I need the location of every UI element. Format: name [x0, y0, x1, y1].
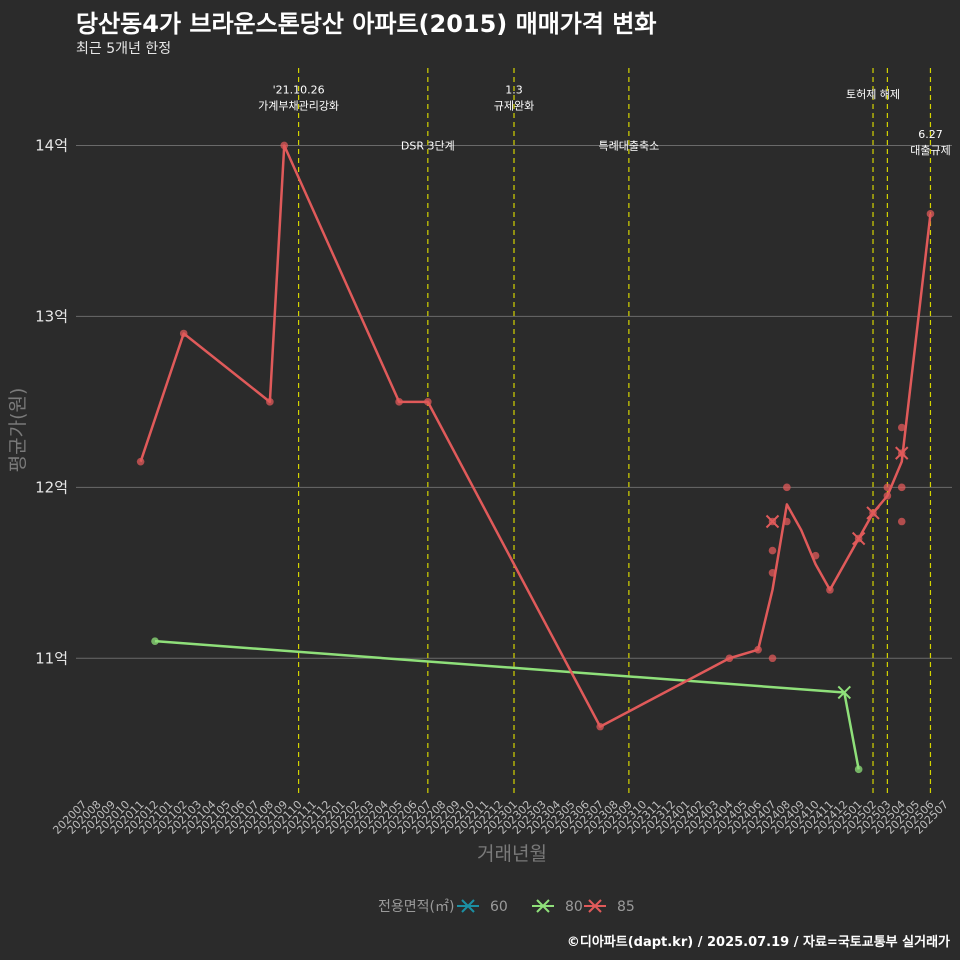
cross-marker-85-1: [851, 531, 866, 546]
x-axis-title: 거래년월: [477, 843, 547, 865]
data-point-85-5: [424, 398, 432, 406]
data-point-85-2: [266, 398, 274, 406]
data-point-85-14: [783, 517, 791, 526]
event-label-202110-0: '21.10.26: [273, 84, 325, 97]
data-point-85-19: [883, 492, 892, 500]
legend-title: 전용면적(㎡): [378, 899, 454, 915]
legend-label-60: 60: [490, 899, 508, 915]
data-point-85-13: [783, 483, 791, 492]
cross-stroke-b: [851, 531, 866, 546]
event-label-202301-0: 1.3: [505, 84, 523, 97]
data-point-85-9: [768, 654, 777, 663]
series-line-80: [154, 639, 860, 770]
data-point-85-0: [136, 457, 145, 466]
series-layer: [136, 141, 935, 774]
y-tick-label-2: 13억: [35, 307, 68, 325]
data-point-85-6: [596, 722, 604, 731]
legend-key-cross-b-80: [536, 899, 550, 913]
data-point-85-23: [897, 483, 906, 492]
source-caption: ©디아파트(dapt.kr) / 2025.07.19 / 자료=국토교통부 실…: [566, 935, 950, 950]
event-label-202301-1: 규제완화: [494, 100, 534, 113]
cross-stroke-b: [866, 506, 880, 520]
axis-layer: 거래년월 평균가(원) 11억12억13억14억2020072020082020…: [7, 136, 951, 865]
cross-marker-85-0: [765, 514, 780, 529]
data-point-80-0: [151, 637, 159, 645]
chart-subtitle: 최근 5개년 한정: [76, 41, 172, 57]
legend: 전용면적(㎡) 60 80 85: [378, 899, 635, 915]
data-point-85-4: [395, 398, 403, 406]
y-tick-label-0: 11억: [35, 649, 68, 667]
data-point-85-24: [897, 517, 906, 526]
chart-title: 당산동4가 브라운스톤당산 아파트(2015) 매매가격 변화: [76, 10, 657, 38]
event-label-202506-0: 6.27: [918, 128, 943, 141]
data-point-85-10: [768, 568, 777, 577]
data-point-85-1: [179, 329, 188, 338]
legend-key-cross-b-60: [461, 899, 475, 913]
event-label-202506-1: 대출규제: [910, 144, 950, 157]
cross-marker-85-2: [866, 506, 880, 520]
cross-stroke-b: [895, 446, 909, 460]
event-label-202502-0: 토허제 해제: [846, 87, 900, 101]
event-label-202309-0: 특례대출축소: [599, 139, 660, 152]
y-axis-title: 평균가(원): [7, 388, 29, 473]
y-tick-label-1: 12억: [35, 478, 68, 496]
cross-marker-80-0: [837, 685, 852, 700]
data-point-85-11: [768, 546, 777, 555]
event-label-202110-1: 가계부채관리강화: [258, 100, 339, 113]
data-point-85-3: [280, 141, 289, 150]
cross-marker-85-3: [895, 446, 909, 460]
data-point-85-7: [725, 654, 734, 663]
y-tick-label-3: 14억: [35, 136, 68, 154]
data-point-85-21: [897, 423, 906, 432]
data-point-80-1: [854, 765, 863, 774]
series-line-85: [139, 144, 932, 728]
event-label-202207-0: DSR 3단계: [401, 139, 455, 152]
cross-stroke-b: [765, 514, 780, 529]
grid-layer: [76, 144, 952, 659]
cross-stroke-b: [837, 685, 852, 700]
legend-label-85: 85: [617, 899, 635, 915]
data-point-85-20: [883, 483, 892, 492]
legend-key-cross-b-85: [588, 899, 602, 913]
data-point-85-15: [811, 551, 820, 560]
data-point-85-25: [926, 210, 935, 218]
data-point-85-16: [826, 586, 834, 594]
data-point-85-8: [754, 645, 762, 654]
legend-label-80: 80: [565, 899, 583, 915]
